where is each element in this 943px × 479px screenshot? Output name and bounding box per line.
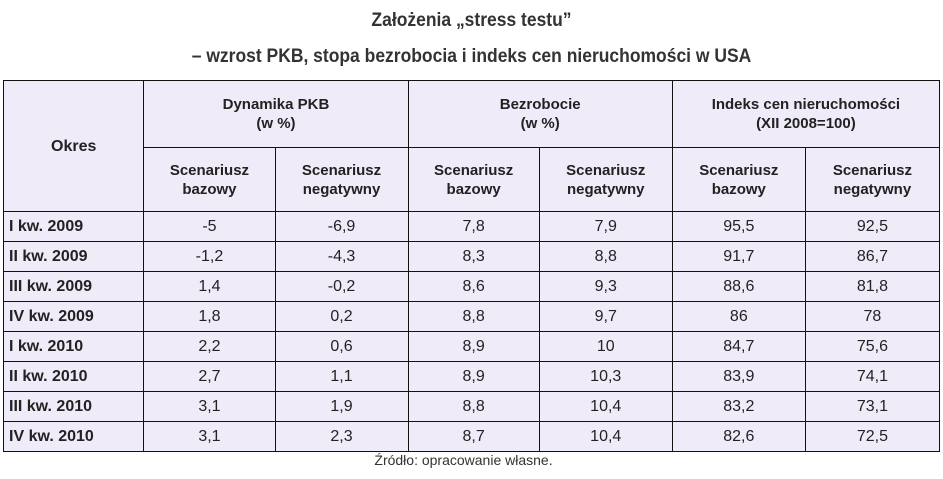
table-row: III kw. 2010 3,1 1,9 8,8 10,4 83,2 73,1 [2, 391, 941, 422]
value-cell: -6,9 [274, 211, 409, 242]
value-cell: 88,6 [671, 271, 806, 302]
table-row: I kw. 2010 2,2 0,6 8,9 10 84,7 75,6 [2, 331, 941, 362]
value-cell: 8,8 [407, 301, 540, 332]
period-cell: III kw. 2009 [2, 271, 145, 302]
value-cell: 2,3 [274, 421, 409, 452]
group-header-gdp: Dynamika PKB (w %) [143, 80, 409, 148]
value-cell: 78 [804, 301, 941, 332]
group-unit: (w %) [256, 115, 296, 132]
value-cell: 95,5 [671, 211, 806, 242]
value-cell: 8,8 [407, 391, 540, 422]
value-cell: 8,7 [407, 421, 540, 452]
scenario-header-negative: Scenariusz negatywny [804, 147, 941, 212]
stress-test-table: Okres Dynamika PKB (w %) Bezrobocie (w %) … [2, 80, 941, 452]
source-text: Źródło: opracowanie własne. [374, 452, 553, 468]
value-cell: 86 [671, 301, 806, 332]
table-title: Założenia „stress testu” [371, 10, 572, 31]
value-cell: 2,2 [143, 331, 276, 362]
value-cell: 9,3 [538, 271, 673, 302]
value-cell: 82,6 [671, 421, 806, 452]
value-cell: 1,9 [274, 391, 409, 422]
value-cell: 2,7 [143, 361, 276, 392]
group-unit: (XII 2008=100) [756, 115, 856, 132]
value-cell: 10,4 [538, 391, 673, 422]
scenario-header-base: Scenariusz bazowy [143, 147, 276, 212]
scenario-header-base: Scenariusz bazowy [407, 147, 540, 212]
value-cell: 75,6 [804, 331, 941, 362]
table-row: II kw. 2009 -1,2 -4,3 8,3 8,8 91,7 86,7 [2, 241, 941, 272]
scenario-header-base: Scenariusz bazowy [671, 147, 806, 212]
value-cell: 84,7 [671, 331, 806, 362]
period-cell: I kw. 2009 [2, 211, 145, 242]
period-cell: I kw. 2010 [2, 331, 145, 362]
period-cell: IV kw. 2009 [2, 301, 145, 332]
value-cell: -0,2 [274, 271, 409, 302]
group-unit: (w %) [520, 115, 560, 132]
table-subtitle: – wzrost PKB, stopa bezrobocia i indeks … [191, 46, 752, 67]
group-header-real-estate-index: Indeks cen nieruchomości (XII 2008=100) [671, 80, 941, 148]
period-cell: II kw. 2009 [2, 241, 145, 272]
value-cell: 1,1 [274, 361, 409, 392]
value-cell: 10 [538, 331, 673, 362]
value-cell: 8,3 [407, 241, 540, 272]
value-cell: 7,8 [407, 211, 540, 242]
value-cell: 3,1 [143, 421, 276, 452]
table-row: II kw. 2010 2,7 1,1 8,9 10,3 83,9 74,1 [2, 361, 941, 392]
scenario-header-negative: Scenariusz negatywny [538, 147, 673, 212]
value-cell: 91,7 [671, 241, 806, 272]
value-cell: 83,9 [671, 361, 806, 392]
period-header: Okres [2, 80, 145, 212]
value-cell: -1,2 [143, 241, 276, 272]
value-cell: 8,9 [407, 361, 540, 392]
value-cell: 73,1 [804, 391, 941, 422]
period-cell: III kw. 2010 [2, 391, 145, 422]
value-cell: 8,8 [538, 241, 673, 272]
value-cell: 1,4 [143, 271, 276, 302]
value-cell: -4,3 [274, 241, 409, 272]
period-cell: IV kw. 2010 [2, 421, 145, 452]
value-cell: 10,3 [538, 361, 673, 392]
scenario-header-negative: Scenariusz negatywny [274, 147, 409, 212]
value-cell: -5 [143, 211, 276, 242]
value-cell: 74,1 [804, 361, 941, 392]
value-cell: 9,7 [538, 301, 673, 332]
value-cell: 10,4 [538, 421, 673, 452]
table-row: IV kw. 2010 3,1 2,3 8,7 10,4 82,6 72,5 [2, 421, 941, 452]
value-cell: 72,5 [804, 421, 941, 452]
value-cell: 3,1 [143, 391, 276, 422]
table-row: III kw. 2009 1,4 -0,2 8,6 9,3 88,6 81,8 [2, 271, 941, 302]
value-cell: 0,2 [274, 301, 409, 332]
period-cell: II kw. 2010 [2, 361, 145, 392]
value-cell: 92,5 [804, 211, 941, 242]
value-cell: 81,8 [804, 271, 941, 302]
value-cell: 7,9 [538, 211, 673, 242]
header-row-scenarios: Scenariusz bazowy Scenariusz negatywny Sce… [4, 147, 941, 212]
value-cell: 8,9 [407, 331, 540, 362]
value-cell: 8,6 [407, 271, 540, 302]
table-row: IV kw. 2009 1,8 0,2 8,8 9,7 86 78 [2, 301, 941, 332]
value-cell: 1,8 [143, 301, 276, 332]
header-row-groups: Okres Dynamika PKB (w %) Bezrobocie (w %) … [2, 80, 941, 212]
group-header-unemployment: Bezrobocie (w %) [407, 80, 673, 148]
value-cell: 86,7 [804, 241, 941, 272]
value-cell: 83,2 [671, 391, 806, 422]
source-note: Źródło: opracowanie własne. [0, 452, 943, 468]
value-cell: 0,6 [274, 331, 409, 362]
table-row: I kw. 2009 -5 -6,9 7,8 7,9 95,5 92,5 [2, 211, 941, 242]
